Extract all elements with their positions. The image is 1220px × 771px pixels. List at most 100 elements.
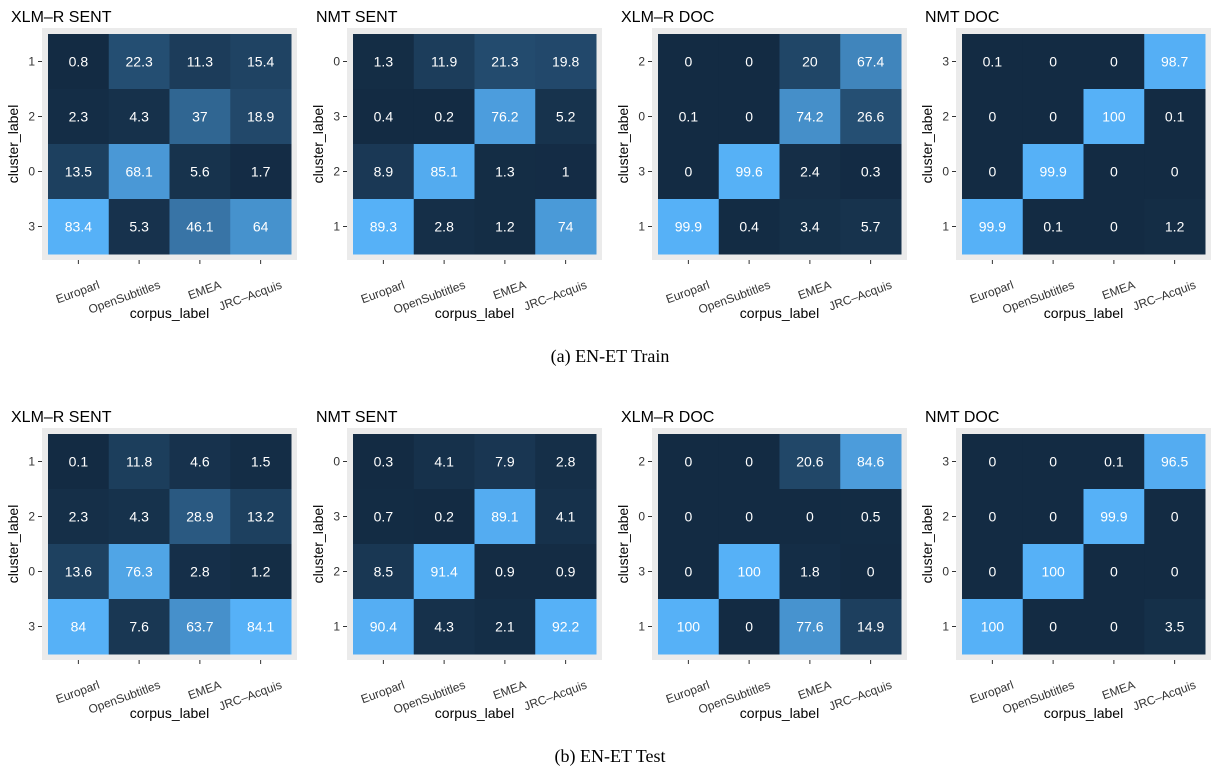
x-tick-label: EMEA [796, 678, 833, 703]
heatmap-cell [535, 434, 597, 490]
heatmap-cell [779, 544, 841, 600]
y-tick-label: 1 [942, 220, 949, 234]
heatmap-cell [1144, 599, 1206, 655]
heatmap-cell [1083, 144, 1145, 200]
cell-value-label: 37 [192, 109, 208, 125]
heatmap-cell [413, 544, 475, 600]
heatmap-cell [413, 34, 475, 90]
cell-value-label: 100 [1041, 564, 1065, 580]
heatmap-cell [108, 34, 170, 90]
cell-value-label: 21.3 [491, 54, 518, 70]
cell-value-label: 63.7 [186, 619, 213, 635]
heatmap-cell [48, 89, 110, 145]
heatmap-cell [718, 489, 780, 545]
heatmap-cell [1083, 599, 1145, 655]
cell-value-label: 5.2 [556, 109, 576, 125]
heatmap-cell [48, 434, 110, 490]
cell-value-label: 0.4 [374, 109, 394, 125]
y-axis-title: cluster_label [615, 105, 631, 184]
heatmap-cell [840, 544, 902, 600]
cell-value-label: 91.4 [431, 564, 458, 580]
x-tick-label: EMEA [491, 678, 528, 703]
heatmap-cell [840, 89, 902, 145]
heatmap-cell [718, 544, 780, 600]
heatmap-cell [658, 144, 720, 200]
cell-value-label: 2.4 [800, 164, 820, 180]
heatmap-cell [413, 599, 475, 655]
x-tick-label: EMEA [491, 278, 528, 303]
heatmap-cell [658, 34, 720, 90]
heatmap-cell [108, 599, 170, 655]
cell-value-label: 83.4 [65, 219, 92, 235]
heatmap-cell [353, 599, 415, 655]
y-tick-label: 3 [28, 620, 35, 634]
cell-value-label: 2.3 [69, 509, 89, 525]
cell-value-label: 96.5 [1161, 454, 1188, 470]
cell-value-label: 26.6 [857, 109, 884, 125]
heatmap-cell [718, 89, 780, 145]
heatmap-cell [169, 34, 231, 90]
heatmap-cell [169, 489, 231, 545]
cell-value-label: 85.1 [431, 164, 458, 180]
cell-value-label: 0.1 [69, 454, 89, 470]
heatmap-cell [779, 489, 841, 545]
cell-value-label: 0 [1049, 619, 1057, 635]
heatmap-cell [169, 199, 231, 255]
x-axis-title: corpus_label [740, 305, 819, 321]
cell-value-label: 0 [1171, 164, 1179, 180]
y-axis-title: cluster_label [919, 105, 935, 184]
heatmap-cell [718, 144, 780, 200]
cell-value-label: 4.1 [556, 509, 576, 525]
cell-value-label: 0 [1049, 109, 1057, 125]
cell-value-label: 2.3 [69, 109, 89, 125]
cell-value-label: 0 [684, 509, 692, 525]
y-tick-label: 1 [333, 620, 340, 634]
heatmap-cell [1083, 34, 1145, 90]
cell-value-label: 0 [745, 509, 753, 525]
heatmap-cell [1144, 34, 1206, 90]
heatmap-panel-3: NMT DOC 0.1 0 0 98.7 0 0 100 0.1 0 99.9 0 0 99.9 0.1 0 1… [919, 9, 1211, 321]
cell-value-label: 100 [677, 619, 701, 635]
x-tick-label: JRC–Acquis [522, 278, 589, 314]
y-tick-label: 0 [942, 165, 949, 179]
heatmap-cell [474, 544, 536, 600]
x-tick-label: EMEA [1100, 278, 1137, 303]
heatmap-cell [1022, 434, 1084, 490]
heatmap-cell [658, 434, 720, 490]
heatmap-cell [353, 434, 415, 490]
y-axis-title: cluster_label [310, 105, 326, 184]
heatmap-cell [1022, 489, 1084, 545]
heatmap-cell [718, 34, 780, 90]
cell-value-label: 19.8 [552, 54, 579, 70]
x-tick-label: JRC–Acquis [1131, 278, 1198, 314]
y-tick-label: 1 [333, 220, 340, 234]
y-tick-label: 0 [638, 510, 645, 524]
heatmap-cell [353, 199, 415, 255]
y-tick-label: 3 [942, 55, 949, 69]
heatmap-cell [535, 89, 597, 145]
cell-value-label: 2.8 [556, 454, 576, 470]
cell-value-label: 0.4 [739, 219, 759, 235]
cell-value-label: 0.2 [434, 109, 454, 125]
cell-value-label: 7.9 [495, 454, 515, 470]
heatmap-cell [230, 34, 292, 90]
y-tick-label: 3 [333, 510, 340, 524]
heatmap-cell [779, 144, 841, 200]
cell-value-label: 77.6 [796, 619, 823, 635]
heatmap-cell [962, 544, 1024, 600]
panel-title: NMT DOC [925, 409, 999, 426]
x-tick-label: JRC–Acquis [217, 678, 284, 714]
cell-value-label: 0.1 [983, 54, 1003, 70]
cell-value-label: 0 [988, 509, 996, 525]
heatmap-cell [230, 599, 292, 655]
y-tick-label: 1 [28, 55, 35, 69]
heatmap-panel-0: XLM–R SENT 0.8 22.3 11.3 15.4 2.3 4.3 37 18.9 13.… [5, 9, 297, 321]
heatmap-cell [779, 89, 841, 145]
cell-value-label: 99.9 [1100, 509, 1127, 525]
cell-value-label: 14.9 [857, 619, 884, 635]
x-tick-label: EMEA [186, 678, 223, 703]
panel-title: NMT SENT [316, 409, 398, 426]
cell-value-label: 0 [1171, 509, 1179, 525]
cell-value-label: 46.1 [186, 219, 213, 235]
